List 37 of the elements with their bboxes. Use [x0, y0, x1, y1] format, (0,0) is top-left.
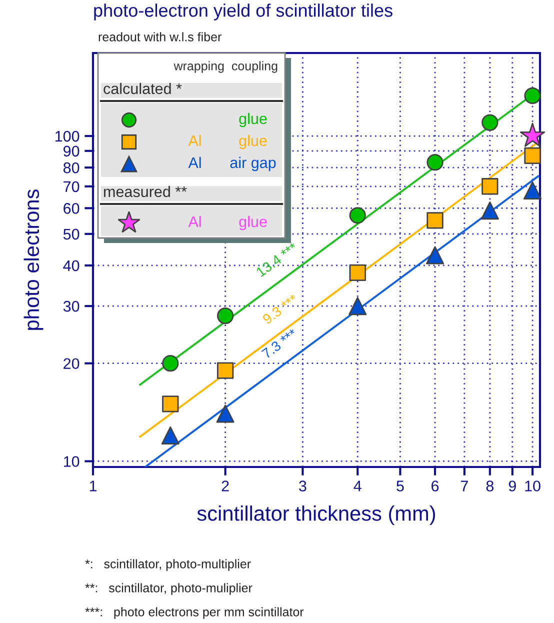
- x-tick-label: 5: [396, 480, 404, 492]
- annotation: 9.3 ***: [262, 294, 299, 324]
- x-tick-label: 8: [486, 480, 494, 492]
- chart-subtitle: readout with w.l.s fiber: [98, 32, 222, 42]
- y-tick-label: 90: [64, 146, 80, 157]
- x-tick-label: 2: [222, 480, 229, 492]
- x-tick-label: 3: [299, 480, 306, 492]
- text: ***: photo electrons per mm scintillator: [85, 607, 304, 619]
- text: Al air gap: [188, 156, 276, 172]
- text: *: scintillator, photo-multiplier: [85, 559, 251, 571]
- y-tick-label: 80: [63, 162, 80, 174]
- x-tick-label: 1: [90, 480, 97, 492]
- x-tick-label: 10: [525, 480, 540, 492]
- y-tick-label: 30: [63, 300, 80, 312]
- y-tick-label: 40: [63, 260, 80, 272]
- annotation: 13.4 ***: [256, 242, 298, 278]
- annotation: measured **: [104, 186, 187, 198]
- y-tick-label: 70: [64, 181, 80, 192]
- text: glue: [239, 112, 267, 128]
- chart-title: photo-electron yield of scintillator tiles: [94, 4, 392, 20]
- text: Al glue: [188, 216, 267, 230]
- legend-title: wrapping coupling: [174, 61, 278, 73]
- y-tick-label: 20: [64, 358, 80, 370]
- y-tick-label: 50: [63, 228, 80, 240]
- y-axis-title: photo electrons: [24, 190, 44, 330]
- text: Al glue: [188, 134, 267, 150]
- x-tick-label: 9: [508, 480, 516, 492]
- x-tick-label: 4: [354, 480, 362, 492]
- x-tick-label: 7: [460, 480, 468, 492]
- x-axis-title: scintillator thickness (mm): [197, 506, 436, 525]
- annotation: calculated *: [104, 82, 182, 94]
- y-tick-label: 100: [55, 130, 80, 142]
- text: **: scintillator, photo-muliplier: [85, 583, 252, 595]
- annotation: 7.3 ***: [261, 328, 298, 359]
- y-tick-label: 10: [64, 456, 80, 467]
- y-tick-label: 60: [64, 203, 80, 214]
- x-tick-label: 6: [432, 480, 439, 492]
